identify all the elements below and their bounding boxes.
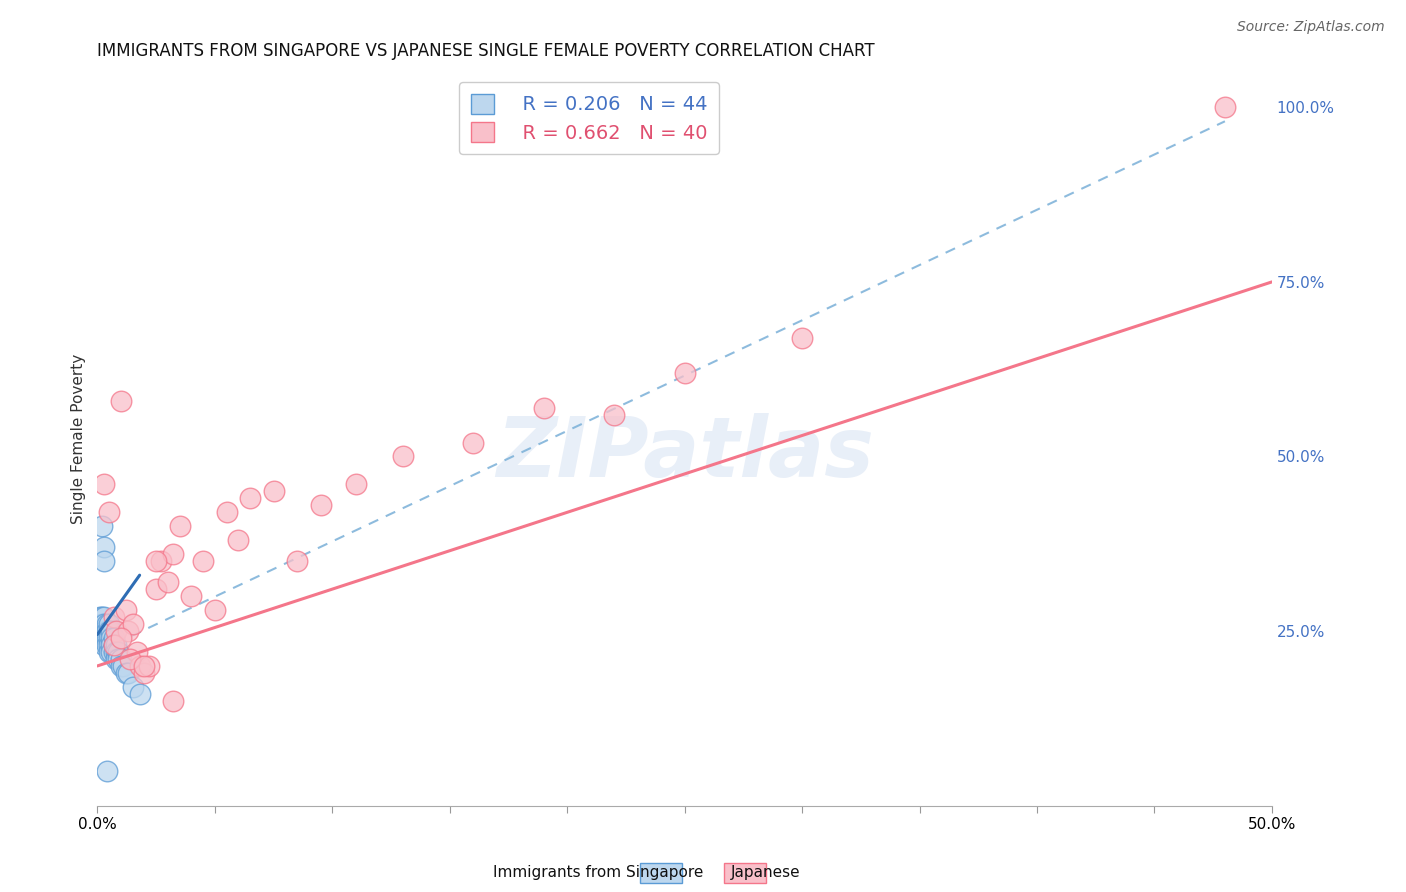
Point (103, 638, 125, 652)
Point (309, 499, 332, 513)
Point (100, 645, 122, 659)
Point (603, 408, 626, 422)
Point (156, 575, 179, 590)
Point (91, 617, 114, 632)
Point (344, 477, 367, 491)
Point (121, 617, 143, 632)
Point (105, 652, 128, 666)
Point (463, 435, 485, 450)
Point (134, 665, 156, 680)
Text: Japanese: Japanese (731, 865, 801, 880)
Point (134, 659, 156, 673)
Point (226, 533, 249, 548)
Point (138, 659, 160, 673)
Point (114, 603, 136, 617)
Point (128, 659, 150, 673)
Point (93, 631, 115, 645)
Point (145, 554, 167, 568)
Point (105, 624, 128, 638)
Text: Immigrants from Singapore: Immigrants from Singapore (492, 865, 703, 880)
Point (91, 624, 114, 638)
Point (107, 652, 129, 666)
Point (120, 652, 142, 666)
Point (100, 638, 122, 652)
Point (127, 645, 149, 659)
Point (91, 519, 114, 533)
Point (89, 610, 111, 624)
Point (673, 366, 696, 380)
Point (112, 659, 135, 673)
Point (263, 484, 285, 499)
Point (215, 505, 238, 519)
Point (89, 624, 111, 638)
Point (145, 582, 167, 596)
Point (790, 331, 813, 345)
Point (93, 477, 115, 491)
Legend:   R = 0.206   N = 44,   R = 0.662   N = 40: R = 0.206 N = 44, R = 0.662 N = 40 (460, 82, 718, 154)
Point (98, 645, 121, 659)
Point (103, 610, 125, 624)
Point (98, 631, 121, 645)
Point (89, 631, 111, 645)
Point (117, 624, 139, 638)
Point (93, 624, 115, 638)
Point (533, 401, 555, 415)
Point (110, 393, 132, 408)
Point (96, 624, 118, 638)
Point (162, 547, 184, 561)
Point (100, 631, 122, 645)
Point (93, 617, 115, 632)
Point (103, 638, 125, 652)
Point (114, 665, 136, 680)
Point (93, 554, 115, 568)
Point (239, 491, 262, 506)
Point (204, 603, 226, 617)
Point (98, 624, 121, 638)
Point (391, 450, 413, 464)
Point (100, 624, 122, 638)
Point (98, 505, 121, 519)
Text: IMMIGRANTS FROM SINGAPORE VS JAPANESE SINGLE FEMALE POVERTY CORRELATION CHART: IMMIGRANTS FROM SINGAPORE VS JAPANESE SI… (97, 42, 875, 60)
Point (103, 645, 125, 659)
Point (98, 638, 121, 652)
Point (93, 610, 115, 624)
Point (96, 638, 118, 652)
Point (91, 610, 114, 624)
Point (98, 617, 121, 632)
Point (105, 645, 128, 659)
Text: Source: ZipAtlas.com: Source: ZipAtlas.com (1237, 20, 1385, 34)
Point (117, 665, 139, 680)
Text: ZIPatlas: ZIPatlas (496, 413, 873, 494)
Point (105, 638, 128, 652)
Point (162, 694, 184, 708)
Point (93, 540, 115, 554)
Point (128, 687, 150, 701)
Point (103, 631, 125, 645)
Point (180, 589, 202, 603)
Point (149, 554, 172, 568)
Point (110, 659, 132, 673)
Point (96, 617, 118, 632)
Point (285, 554, 308, 568)
Point (96, 764, 118, 778)
Point (110, 631, 132, 645)
Point (107, 645, 129, 659)
Y-axis label: Single Female Poverty: Single Female Poverty (72, 354, 86, 524)
Point (110, 652, 132, 666)
Point (91, 631, 114, 645)
Point (191, 554, 214, 568)
Point (121, 680, 143, 694)
Point (93, 638, 115, 652)
Point (96, 631, 118, 645)
Point (1213, 100, 1236, 114)
Point (169, 519, 191, 533)
